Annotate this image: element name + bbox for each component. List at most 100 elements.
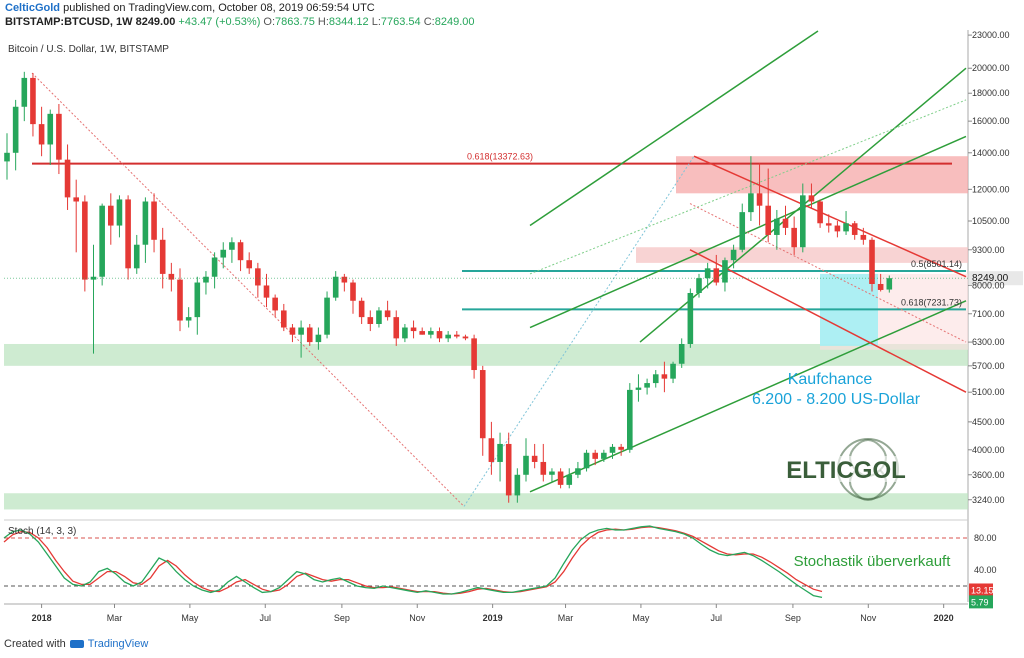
fib-label-0618-high: 0.618(13372.63) bbox=[467, 152, 533, 162]
x-tick-label: Jul bbox=[260, 613, 272, 623]
publish-line: CelticGold published on TradingView.com,… bbox=[5, 2, 375, 14]
candle-body bbox=[229, 242, 235, 250]
y-tick-label: 23000.00 bbox=[972, 30, 1010, 40]
candle-body bbox=[566, 474, 573, 485]
candle-body bbox=[704, 268, 711, 279]
candle-body bbox=[869, 239, 875, 284]
candle-body bbox=[739, 212, 746, 250]
x-tick-label: May bbox=[181, 613, 199, 623]
support-zone-upper bbox=[4, 343, 968, 366]
candle-body bbox=[592, 452, 598, 459]
candle-body bbox=[661, 374, 668, 379]
x-tick-label: Jul bbox=[711, 613, 723, 623]
candle-body bbox=[194, 282, 201, 318]
y-tick-label: 4000.00 bbox=[972, 445, 1005, 455]
candle-body bbox=[678, 343, 685, 364]
candle-body bbox=[246, 260, 252, 269]
author-link[interactable]: CelticGold bbox=[5, 2, 61, 14]
high-label: H: bbox=[317, 16, 329, 28]
candle-body bbox=[670, 363, 676, 379]
candle-body bbox=[376, 310, 382, 324]
candle-body bbox=[514, 474, 521, 496]
candle-body bbox=[220, 249, 227, 258]
candle-body bbox=[436, 331, 443, 339]
last-price-label: 8249.00 bbox=[972, 273, 1009, 284]
candle-body bbox=[523, 455, 529, 475]
candle-body bbox=[462, 336, 469, 339]
candle-body bbox=[479, 370, 486, 439]
candle-body bbox=[185, 317, 192, 321]
stoch-k-line bbox=[3, 525, 823, 599]
celticgold-logo: CELTICGOLD bbox=[786, 438, 906, 501]
last-price-badge bbox=[969, 271, 1023, 286]
candle-body bbox=[211, 257, 218, 277]
y-tick-label: 9300.00 bbox=[972, 245, 1005, 255]
y-tick-label: 6300.00 bbox=[972, 337, 1005, 347]
candle-body bbox=[713, 268, 720, 283]
candle-body bbox=[687, 292, 694, 344]
candle-body bbox=[488, 438, 495, 462]
candle-body bbox=[419, 331, 425, 335]
candle-body bbox=[445, 334, 451, 339]
candle-body bbox=[358, 300, 365, 318]
candle-body bbox=[168, 273, 175, 280]
candle-body bbox=[652, 374, 659, 384]
support-zone-lower bbox=[4, 493, 968, 510]
y-tick-label: 16000.00 bbox=[972, 116, 1010, 126]
candle-body bbox=[696, 278, 702, 293]
y-tick-label: 20000.00 bbox=[972, 63, 1010, 73]
stoch-title: Stoch (14, 3, 3) bbox=[8, 526, 76, 537]
tradingview-link[interactable]: TradingView bbox=[87, 638, 149, 650]
candle-body bbox=[12, 106, 19, 153]
candle-body bbox=[635, 387, 642, 390]
y-tick-label: 3600.00 bbox=[972, 470, 1005, 480]
stoch-y-tick-label: 40.00 bbox=[974, 565, 997, 575]
candle-body bbox=[549, 471, 555, 475]
candle-body bbox=[817, 201, 823, 224]
open-label: O: bbox=[263, 16, 276, 28]
candle-body bbox=[765, 205, 771, 235]
chart-title: Bitcoin / U.S. Dollar, 1W, BITSTAMP bbox=[8, 44, 169, 55]
publish-info: published on TradingView.com, October 08… bbox=[63, 2, 375, 14]
y-tick-label: 14000.00 bbox=[972, 148, 1010, 158]
channel-middle bbox=[529, 135, 967, 329]
stoch-y-tick-label: 80.00 bbox=[974, 533, 997, 543]
candle-body bbox=[38, 124, 45, 145]
candle-body bbox=[748, 193, 754, 213]
candle-body bbox=[82, 201, 88, 280]
candle-body bbox=[402, 327, 408, 339]
candle-body bbox=[583, 452, 590, 469]
candle-body bbox=[886, 278, 893, 290]
candle-body bbox=[56, 113, 62, 160]
x-tick-label: Mar bbox=[107, 613, 123, 623]
y-tick-label: 7100.00 bbox=[972, 309, 1005, 319]
candle-body bbox=[281, 310, 287, 328]
candle-body bbox=[851, 223, 858, 235]
candle-body bbox=[575, 468, 581, 475]
candle-body bbox=[367, 317, 374, 324]
candle-body bbox=[332, 276, 339, 298]
low-value: 7763.54 bbox=[380, 16, 421, 28]
price-pane bbox=[4, 30, 968, 518]
candle-body bbox=[324, 297, 330, 335]
channel-lower bbox=[529, 300, 967, 493]
stoch-k-value: 5.79 bbox=[971, 597, 989, 607]
candle-body bbox=[410, 327, 417, 332]
low-label: L: bbox=[371, 16, 381, 28]
y-tick-label: 4500.00 bbox=[972, 417, 1005, 427]
open-value: 7863.75 bbox=[275, 16, 315, 28]
close-label: C: bbox=[423, 16, 435, 28]
candle-body bbox=[601, 452, 607, 459]
y-tick-label: 3240.00 bbox=[972, 495, 1005, 505]
candle-body bbox=[159, 239, 166, 274]
candle-body bbox=[203, 276, 209, 283]
candle-body bbox=[808, 195, 815, 202]
y-tick-label: 5100.00 bbox=[972, 387, 1005, 397]
candle-body bbox=[133, 244, 140, 269]
stoch-d-line bbox=[3, 526, 823, 595]
channel-upper bbox=[529, 30, 819, 227]
candle-body bbox=[151, 201, 157, 240]
x-tick-label: 2018 bbox=[32, 613, 52, 623]
symbol-label: BITSTAMP:BTCUSD, 1W bbox=[5, 16, 133, 28]
